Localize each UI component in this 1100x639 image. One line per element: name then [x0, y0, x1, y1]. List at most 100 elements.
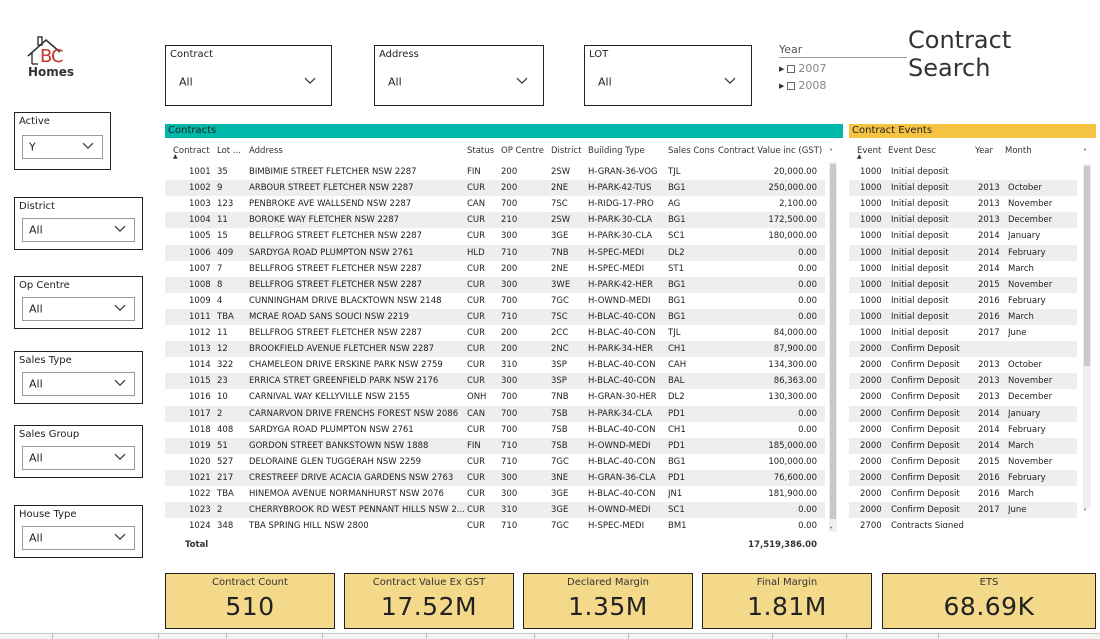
table-row[interactable]: 1007 7 BELLFROG STREET FLETCHER NSW 2287 CU… — [165, 261, 825, 277]
table-row[interactable]: 1013 12 BROOKFIELD AVENUE FLETCHER NSW 228… — [165, 341, 825, 358]
table-row[interactable]: 1000 Initial deposit 2014 January — [849, 228, 1077, 244]
table-row[interactable]: 1019 51 GORDON STREET BANKSTOWN NSW 1888 FI… — [165, 437, 825, 454]
column-header[interactable]: OP Centre — [501, 146, 544, 156]
table-row[interactable]: 1023 2 CHERRYBROOK RD WEST PENNANT HILLS N… — [165, 502, 825, 519]
table-row[interactable]: 2000 Confirm Deposit 2016 February — [849, 469, 1077, 486]
expand-arrow-icon[interactable]: ▶ — [779, 64, 785, 73]
table-cell: 200 — [501, 183, 518, 194]
table-row[interactable]: 1006 409 SARDYGA ROAD PLUMPTON NSW 2761 HLD… — [165, 244, 825, 261]
contracts-table[interactable]: Contract Lot ... Address Status OP Centre Dis… — [165, 140, 843, 555]
table-row[interactable]: 1008 8 BELLFROG STREET FLETCHER NSW 2287 CU… — [165, 276, 825, 293]
table-row[interactable]: 1004 11 BOROKE WAY FLETCHER NSW 2287 CUR 210… — [165, 212, 825, 229]
column-header[interactable]: Contract Value inc (GST) — [718, 146, 823, 156]
events-scrollbar[interactable] — [1083, 164, 1091, 508]
chevron-down-icon[interactable] — [114, 453, 126, 461]
slicer-dropdown[interactable]: All — [22, 372, 135, 396]
table-cell: H-BLAC-40-CON — [588, 360, 656, 371]
chevron-down-icon[interactable] — [114, 533, 126, 541]
table-row[interactable]: 2000 Confirm Deposit 2016 March — [849, 486, 1077, 502]
expand-arrow-icon[interactable]: ▶ — [779, 81, 785, 90]
table-row[interactable]: 1024 348 TBA SPRING HILL NSW 2800 CUR 710 7GC… — [165, 518, 825, 534]
table-row[interactable]: 1020 527 DELORAINE GLEN TUGGERAH NSW 2259 C… — [165, 454, 825, 470]
column-header[interactable]: Year — [975, 146, 993, 156]
table-row[interactable]: 1000 Initial deposit 2017 June — [849, 325, 1077, 341]
events-table[interactable]: Event Event Desc Year Month ▲ 1000 Initial dep… — [849, 140, 1096, 535]
table-row[interactable]: 2000 Confirm Deposit 2014 February — [849, 422, 1077, 438]
table-row[interactable]: 1000 Initial deposit 2013 October — [849, 180, 1077, 197]
table-row[interactable]: 1017 2 CARNARVON DRIVE FRENCHS FOREST NSW … — [165, 405, 825, 422]
checkbox[interactable] — [787, 81, 796, 90]
column-header[interactable]: Sales Cons — [668, 146, 715, 156]
chevron-down-icon[interactable] — [82, 142, 94, 150]
scroll-down-icon[interactable]: ˅ — [829, 526, 833, 535]
table-row[interactable]: 1015 23 ERRICA STRET GREENFIELD PARK NSW 2… — [165, 373, 825, 390]
table-row[interactable]: 2000 Confirm Deposit 2015 November — [849, 454, 1077, 470]
slicer-dropdown[interactable]: All — [22, 218, 135, 242]
scroll-down-icon[interactable]: ˅ — [1083, 508, 1087, 517]
table-row[interactable]: 1003 123 PENBROKE AVE WALLSEND NSW 2287 CAN… — [165, 196, 825, 212]
chevron-down-icon[interactable] — [304, 77, 316, 85]
table-row[interactable]: 1000 Initial deposit 2014 February — [849, 244, 1077, 261]
column-header[interactable]: Month — [1005, 146, 1032, 156]
chevron-down-icon[interactable] — [724, 77, 736, 85]
table-row[interactable]: 2000 Confirm Deposit 2014 January — [849, 405, 1077, 422]
chevron-down-icon[interactable] — [114, 225, 126, 233]
column-header[interactable]: District — [551, 146, 582, 156]
column-header[interactable]: Event Desc — [888, 146, 936, 156]
tab-separator — [158, 634, 159, 639]
column-header[interactable]: Lot ... — [217, 146, 241, 156]
table-cell: 0.00 — [798, 263, 817, 274]
chevron-down-icon[interactable] — [114, 304, 126, 312]
table-row[interactable]: 2000 Confirm Deposit 2013 October — [849, 357, 1077, 373]
table-row[interactable]: 2700 Contracts Signed — [849, 518, 1077, 528]
checkbox[interactable] — [787, 64, 796, 73]
chevron-down-icon[interactable] — [516, 77, 528, 85]
table-row[interactable]: 1000 Initial deposit 2016 March — [849, 308, 1077, 325]
scrollbar-thumb[interactable] — [1084, 166, 1090, 366]
table-row[interactable]: 1002 9 ARBOUR STREET FLETCHER NSW 2287 CUR 2… — [165, 180, 825, 197]
slicer-dropdown[interactable]: All — [22, 297, 135, 321]
slicer-dropdown[interactable]: All — [592, 68, 744, 95]
scrollbar-thumb[interactable] — [830, 164, 836, 519]
table-row[interactable]: 1000 Initial deposit 2013 December — [849, 212, 1077, 229]
chevron-down-icon[interactable] — [114, 379, 126, 387]
column-header[interactable]: Status — [467, 146, 495, 156]
table-row[interactable]: 1022 TBA HINEMOA AVENUE NORMANHURST NSW 20… — [165, 486, 825, 502]
table-cell: 7SC — [551, 311, 568, 322]
slicer-dropdown[interactable]: All — [173, 68, 324, 95]
year-item-2008[interactable]: ▶ 2008 — [779, 79, 826, 92]
table-row[interactable]: 1014 322 CHAMELEON DRIVE ERSKINE PARK NSW … — [165, 357, 825, 373]
slicer-dropdown[interactable]: Y — [22, 135, 103, 159]
table-row[interactable]: 1000 Initial deposit 2016 February — [849, 293, 1077, 309]
table-row[interactable]: 2000 Confirm Deposit 2013 November — [849, 373, 1077, 390]
year-item-2007[interactable]: ▶ 2007 — [779, 62, 826, 75]
table-row[interactable]: 2000 Confirm Deposit 2014 March — [849, 437, 1077, 454]
table-row[interactable]: 1005 15 BELLFROG STREET FLETCHER NSW 2287 C… — [165, 228, 825, 244]
table-row[interactable]: 1000 Initial deposit 2014 March — [849, 261, 1077, 277]
slicer-dropdown[interactable]: All — [22, 526, 135, 550]
table-row[interactable]: 1021 217 CRESTREEF DRIVE ACACIA GARDENS NS… — [165, 469, 825, 486]
column-header[interactable]: Event — [857, 146, 882, 156]
scroll-up-icon[interactable]: ˄ — [1083, 148, 1087, 157]
slicer-dropdown[interactable]: All — [22, 446, 135, 470]
page-tab-strip[interactable] — [0, 633, 1100, 639]
table-row[interactable]: 2000 Confirm Deposit 2017 June — [849, 502, 1077, 519]
table-row[interactable]: 1016 10 CARNIVAL WAY KELLYVILLE NSW 2155 ON… — [165, 389, 825, 405]
table-cell: 2014 — [978, 231, 1000, 242]
column-header[interactable]: Address — [249, 146, 283, 156]
table-row[interactable]: 1018 408 SARDYGA ROAD PLUMPTON NSW 2761 CUR… — [165, 422, 825, 438]
table-row[interactable]: 1000 Initial deposit 2013 November — [849, 196, 1077, 212]
column-header[interactable]: Contract — [173, 146, 210, 156]
table-row[interactable]: 2000 Confirm Deposit 2013 December — [849, 389, 1077, 405]
contracts-scrollbar[interactable] — [829, 162, 837, 532]
table-row[interactable]: 1000 Initial deposit — [849, 164, 1077, 180]
scroll-up-icon[interactable]: ˄ — [829, 148, 833, 157]
table-row[interactable]: 1009 4 CUNNINGHAM DRIVE BLACKTOWN NSW 2148… — [165, 293, 825, 309]
table-row[interactable]: 1012 11 BELLFROG STREET FLETCHER NSW 2287 C… — [165, 325, 825, 341]
table-row[interactable]: 1000 Initial deposit 2015 November — [849, 276, 1077, 293]
column-header[interactable]: Building Type — [588, 146, 645, 156]
table-row[interactable]: 2000 Confirm Deposit — [849, 341, 1077, 358]
slicer-dropdown[interactable]: All — [382, 68, 536, 95]
table-row[interactable]: 1001 35 BIMBIMIE STREET FLETCHER NSW 2287 F… — [165, 164, 825, 180]
table-row[interactable]: 1011 TBA MCRAE ROAD SANS SOUCI NSW 2219 CUR… — [165, 308, 825, 325]
